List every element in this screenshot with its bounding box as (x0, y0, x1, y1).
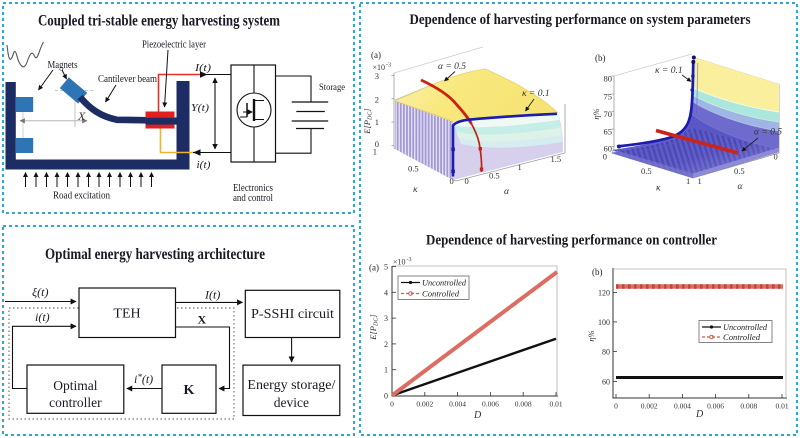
svg-text:Dependence of harvesting perfo: Dependence of harvesting performance on … (410, 12, 751, 28)
svg-text:1.5: 1.5 (551, 154, 562, 164)
svg-text:0.006: 0.006 (707, 402, 724, 411)
svg-text:1: 1 (384, 366, 388, 375)
svg-text:3: 3 (384, 314, 388, 323)
svg-text:0.5: 0.5 (641, 166, 652, 176)
svg-text:controller: controller (49, 395, 102, 410)
svg-text:η%: η% (591, 108, 601, 119)
svg-text:1: 1 (375, 117, 379, 127)
svg-text:0.008: 0.008 (740, 402, 757, 411)
svg-text:E[PDC]: E[PDC] (362, 108, 374, 134)
svg-text:2: 2 (384, 340, 388, 349)
svg-text:P-SSHI circuit: P-SSHI circuit (251, 306, 334, 321)
svg-text:2: 2 (375, 95, 379, 105)
svg-text:α: α (504, 187, 510, 197)
svg-text:0.002: 0.002 (416, 400, 433, 409)
svg-text:Cantilever beam: Cantilever beam (98, 74, 157, 85)
svg-text:100: 100 (598, 318, 610, 327)
svg-text:0.006: 0.006 (482, 400, 499, 409)
svg-text:0: 0 (614, 402, 618, 411)
svg-text:X: X (198, 313, 207, 327)
svg-text:TEH: TEH (113, 307, 140, 322)
svg-text:×10: ×10 (373, 63, 386, 72)
svg-text:0.002: 0.002 (641, 402, 658, 411)
svg-text:D: D (695, 409, 704, 420)
svg-text:and control: and control (233, 193, 273, 204)
svg-text:1: 1 (518, 162, 522, 172)
svg-text:0: 0 (465, 176, 469, 186)
svg-text:D: D (473, 410, 482, 421)
svg-text:i(t): i(t) (197, 159, 211, 171)
svg-text:0: 0 (774, 152, 778, 162)
svg-text:60: 60 (604, 144, 613, 154)
svg-text:Electronics: Electronics (233, 183, 273, 194)
svg-text:4: 4 (384, 288, 388, 297)
svg-text:κ = 0.1: κ = 0.1 (655, 66, 683, 76)
svg-text:120: 120 (598, 289, 610, 298)
svg-text:Y(t): Y(t) (191, 102, 209, 114)
svg-text:1: 1 (698, 176, 702, 186)
svg-text:0.004: 0.004 (674, 402, 691, 411)
svg-text:0: 0 (384, 392, 388, 401)
svg-text:1: 1 (686, 176, 690, 186)
svg-text:E[PDC]: E[PDC] (368, 314, 380, 340)
svg-text:0: 0 (603, 152, 607, 162)
svg-text:0.5: 0.5 (489, 171, 500, 181)
svg-text:Optimal energy harvesting arch: Optimal energy harvesting architecture (45, 246, 265, 263)
svg-text:1: 1 (373, 147, 377, 157)
svg-text:I(t): I(t) (204, 288, 220, 302)
svg-text:Controlled: Controlled (422, 290, 460, 299)
svg-text:ξ(t): ξ(t) (32, 285, 48, 299)
svg-text:Optimal: Optimal (53, 378, 97, 393)
svg-text:70: 70 (604, 109, 613, 119)
svg-text:(a): (a) (369, 263, 379, 273)
svg-text:Road excitation: Road excitation (53, 191, 110, 202)
svg-text:80: 80 (604, 74, 613, 84)
svg-text:×10: ×10 (393, 258, 406, 267)
svg-text:i*(t): i*(t) (134, 372, 153, 386)
svg-text:i(t): i(t) (35, 310, 50, 324)
svg-text:0: 0 (375, 139, 379, 149)
svg-text:Magnets: Magnets (48, 60, 78, 71)
svg-text:X: X (77, 109, 86, 123)
svg-text:I(t): I(t) (194, 62, 212, 74)
svg-text:0: 0 (450, 176, 454, 186)
svg-text:Piezoelectric layer: Piezoelectric layer (142, 40, 207, 51)
svg-text:κ = 0.1: κ = 0.1 (522, 89, 550, 99)
svg-text:0: 0 (390, 400, 394, 409)
svg-text:K: K (184, 383, 195, 398)
svg-text:Dependence of harvesting perfo: Dependence of harvesting performance on … (426, 233, 717, 249)
svg-text:α = 0.5: α = 0.5 (438, 62, 466, 72)
svg-text:Controlled: Controlled (723, 333, 761, 342)
svg-text:Uncontrolled: Uncontrolled (723, 323, 768, 332)
svg-text:0.5: 0.5 (734, 166, 745, 176)
svg-text:60: 60 (602, 378, 610, 387)
svg-text:75: 75 (604, 92, 613, 102)
svg-text:(a): (a) (371, 50, 381, 60)
svg-text:(b): (b) (595, 53, 606, 63)
svg-text:κ: κ (413, 185, 418, 195)
svg-text:0.004: 0.004 (449, 400, 466, 409)
svg-text:0.008: 0.008 (515, 400, 532, 409)
svg-text:-3: -3 (407, 257, 412, 263)
svg-text:-3: -3 (386, 63, 391, 69)
svg-text:Coupled tri-stable energy harv: Coupled tri-stable energy harvesting sys… (38, 13, 281, 30)
svg-text:80: 80 (602, 347, 610, 356)
svg-text:Uncontrolled: Uncontrolled (422, 279, 467, 288)
svg-text:κ: κ (656, 184, 661, 194)
svg-text:Storage: Storage (319, 82, 345, 92)
svg-text:0.01: 0.01 (775, 402, 788, 411)
svg-text:5: 5 (384, 263, 388, 272)
svg-text:0.5: 0.5 (408, 164, 419, 174)
svg-text:Energy storage/: Energy storage/ (247, 377, 335, 392)
svg-text:α = 0.5: α = 0.5 (754, 128, 782, 138)
svg-text:65: 65 (604, 127, 613, 137)
svg-text:η%: η% (586, 330, 596, 341)
svg-text:(b): (b) (592, 267, 603, 277)
svg-text:3: 3 (375, 71, 379, 81)
svg-text:0.01: 0.01 (549, 400, 562, 409)
svg-text:α: α (738, 182, 744, 192)
svg-text:device: device (274, 395, 309, 410)
